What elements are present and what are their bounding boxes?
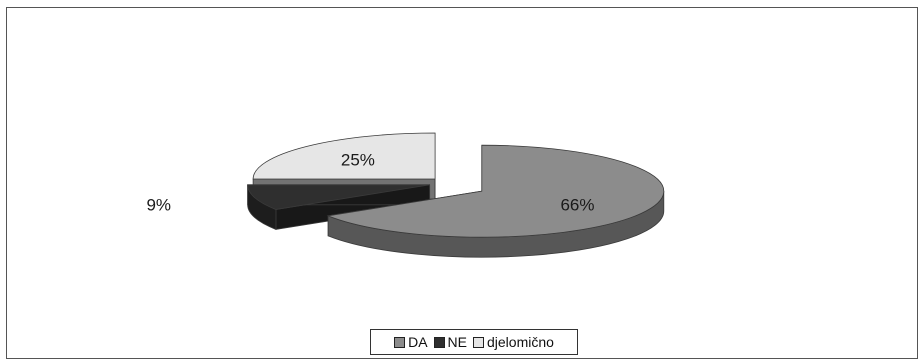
legend: DA NE djelomično <box>370 329 578 355</box>
legend-entry-djelomi-no: djelomično <box>472 334 554 350</box>
slice-da <box>326 144 665 258</box>
data-label-djelomi-no: 25% <box>341 150 375 169</box>
legend-entry-ne: NE <box>433 334 467 350</box>
legend-label-ne: NE <box>447 334 467 350</box>
data-label-da: 66% <box>560 195 594 214</box>
legend-label-djelomi-no: djelomično <box>486 334 554 350</box>
slice-ne <box>247 184 431 231</box>
legend-swatch-djelomi-no <box>472 336 484 348</box>
legend-entry-da: DA <box>394 334 428 350</box>
legend-swatch-da <box>394 336 406 348</box>
legend-swatch-ne <box>433 336 445 348</box>
pie-slices <box>247 132 665 258</box>
pie-labels: 66% 9% 25% <box>146 150 594 214</box>
chart-frame <box>6 7 918 359</box>
legend-label-da: DA <box>408 334 428 350</box>
data-label-ne: 9% <box>146 196 171 215</box>
slice-da-top <box>326 144 665 238</box>
slice-djelomi-no-top <box>252 132 436 180</box>
slice-ne-top <box>247 184 430 210</box>
